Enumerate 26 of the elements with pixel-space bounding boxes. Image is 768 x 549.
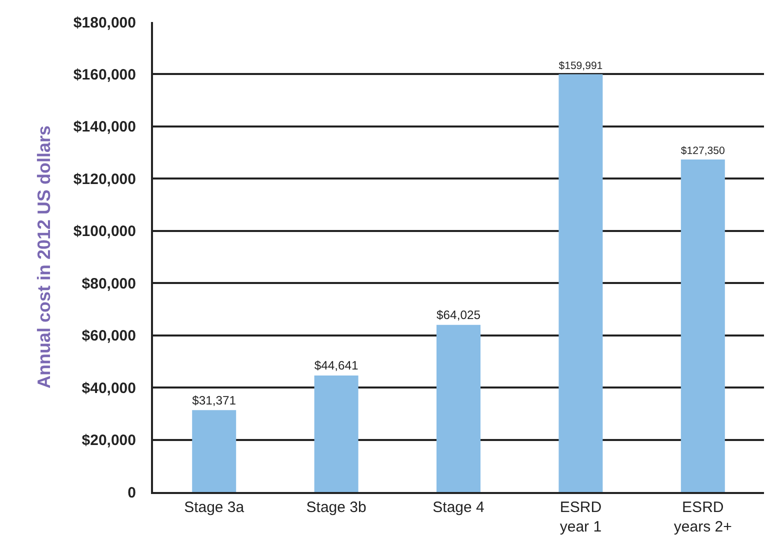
y-tick-label: $100,000 [73,223,136,240]
y-tick-label: $180,000 [73,14,136,32]
bar [436,324,480,492]
x-tick-label: Stage 3a [184,499,245,516]
data-label: $31,371 [192,393,236,408]
y-tick-label: 0 [128,484,136,502]
x-tick-label: Stage 4 [432,499,484,516]
bar [192,410,236,492]
y-tick-label: $120,000 [73,170,136,188]
y-tick-label: $20,000 [82,432,136,450]
data-label: $127,350 [680,145,725,158]
y-tick-label: $60,000 [82,328,136,345]
bar [680,159,725,492]
y-tick-label: $160,000 [73,66,136,84]
bar [558,74,603,492]
y-tick-label: $40,000 [82,380,136,397]
y-tick-label: $80,000 [82,275,136,292]
x-tick-label: ESRD year 1 [560,499,602,536]
data-label: $64,025 [436,308,481,322]
x-tick-label: Stage 3b [306,499,366,516]
y-tick-label: $140,000 [73,118,136,136]
bar [314,375,358,492]
y-axis-title: Annual cost in 2012 US dollars [34,125,54,389]
data-label: $44,641 [314,358,359,373]
x-tick-label: ESRD years 2+ [674,499,732,536]
data-label: $159,991 [558,60,603,72]
